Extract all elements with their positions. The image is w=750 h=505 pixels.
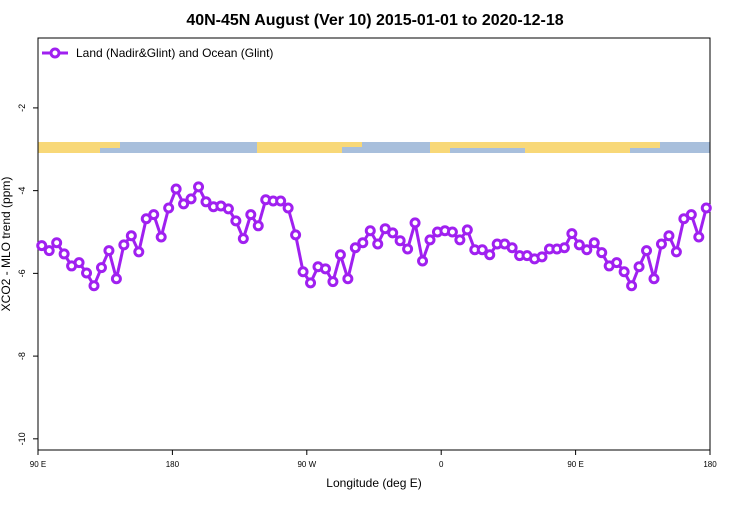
y-tick-label: -4 bbox=[17, 187, 27, 195]
point bbox=[148, 209, 160, 221]
point bbox=[125, 230, 137, 242]
point bbox=[663, 230, 675, 242]
y-axis-label: XCO2 - MLO trend (ppm) bbox=[0, 177, 13, 312]
point bbox=[357, 237, 369, 249]
point bbox=[626, 280, 638, 292]
point bbox=[402, 243, 414, 255]
land-strip bbox=[342, 142, 362, 147]
point bbox=[700, 202, 712, 214]
point bbox=[596, 247, 608, 259]
chart-title: 40N-45N August (Ver 10) 2015-01-01 to 20… bbox=[186, 12, 563, 29]
point bbox=[305, 277, 317, 289]
land-strip bbox=[100, 142, 120, 148]
y-tick-label: -10 bbox=[17, 432, 27, 445]
point bbox=[222, 203, 234, 215]
point bbox=[454, 234, 466, 246]
point bbox=[618, 266, 630, 278]
point bbox=[245, 209, 257, 221]
point bbox=[81, 267, 93, 279]
ocean-strip bbox=[38, 142, 710, 153]
land-strip bbox=[430, 142, 450, 153]
land-strip bbox=[38, 142, 100, 153]
point bbox=[349, 242, 361, 254]
point bbox=[409, 217, 421, 229]
point bbox=[693, 231, 705, 243]
point bbox=[200, 196, 212, 208]
point bbox=[170, 183, 182, 195]
point bbox=[290, 229, 302, 241]
land-strip bbox=[525, 142, 630, 153]
land-strip bbox=[630, 142, 660, 148]
x-tick-label: 180 bbox=[703, 460, 717, 469]
point bbox=[476, 244, 488, 256]
point bbox=[387, 227, 399, 239]
point bbox=[43, 245, 55, 257]
x-axis-label: Longitude (deg E) bbox=[326, 476, 421, 490]
point bbox=[95, 262, 107, 274]
point bbox=[163, 202, 175, 214]
point bbox=[155, 231, 167, 243]
y-tick-label: -2 bbox=[17, 104, 27, 112]
point bbox=[633, 261, 645, 273]
point bbox=[252, 220, 264, 232]
land-strip bbox=[257, 142, 342, 153]
x-tick-label: 90 W bbox=[297, 460, 316, 469]
x-tick-label: 180 bbox=[166, 460, 180, 469]
point bbox=[581, 244, 593, 256]
point bbox=[611, 257, 623, 269]
point bbox=[275, 195, 287, 207]
point bbox=[193, 181, 205, 193]
point bbox=[51, 237, 63, 249]
point bbox=[118, 239, 130, 251]
point bbox=[282, 202, 294, 214]
point bbox=[364, 225, 376, 237]
point bbox=[394, 235, 406, 247]
point bbox=[58, 248, 70, 260]
x-tick-label: 90 E bbox=[567, 460, 583, 469]
x-tick-label: 90 E bbox=[30, 460, 46, 469]
point bbox=[178, 198, 190, 210]
point bbox=[670, 246, 682, 258]
x-tick-label: 0 bbox=[439, 460, 444, 469]
point bbox=[648, 273, 660, 285]
point bbox=[641, 245, 653, 257]
point bbox=[319, 263, 331, 275]
point bbox=[506, 242, 518, 254]
point bbox=[103, 245, 115, 257]
point bbox=[372, 238, 384, 250]
point bbox=[446, 226, 458, 238]
land-ocean-strip bbox=[38, 142, 710, 153]
point bbox=[342, 273, 354, 285]
point bbox=[230, 215, 242, 227]
point bbox=[327, 276, 339, 288]
point bbox=[297, 266, 309, 278]
point bbox=[334, 249, 346, 261]
point bbox=[133, 246, 145, 258]
point bbox=[110, 273, 122, 285]
point bbox=[36, 240, 48, 252]
point bbox=[588, 237, 600, 249]
point bbox=[685, 209, 697, 221]
y-tick-label: -8 bbox=[17, 352, 27, 360]
point bbox=[536, 251, 548, 263]
point bbox=[558, 242, 570, 254]
point bbox=[566, 228, 578, 240]
point bbox=[88, 280, 100, 292]
point bbox=[417, 255, 429, 267]
point bbox=[424, 234, 436, 246]
point bbox=[185, 193, 197, 205]
legend-marker bbox=[49, 47, 61, 59]
point bbox=[237, 233, 249, 245]
legend-label: Land (Nadir&Glint) and Ocean (Glint) bbox=[76, 46, 273, 60]
point bbox=[73, 257, 85, 269]
point bbox=[484, 249, 496, 261]
legend: Land (Nadir&Glint) and Ocean (Glint) bbox=[42, 46, 273, 60]
land-strip bbox=[450, 142, 525, 148]
point bbox=[655, 238, 667, 250]
point bbox=[573, 239, 585, 251]
point bbox=[461, 224, 473, 236]
y-tick-label: -6 bbox=[17, 269, 27, 277]
series-line bbox=[40, 183, 708, 290]
